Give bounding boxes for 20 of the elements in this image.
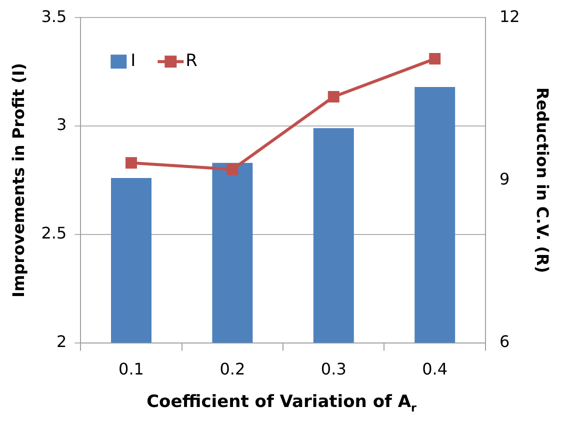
y-tick-label: 2.5 — [41, 224, 67, 243]
point — [429, 53, 441, 65]
x-tick-label: 0.2 — [220, 360, 246, 379]
y2-tick-label: 9 — [499, 169, 510, 188]
point — [226, 164, 238, 176]
legend-label: I — [130, 51, 136, 72]
y-axis-title: Improvements in Profit (I) — [8, 62, 28, 298]
x-axis-title: Coefficient of Variation of A$_{r}$ — [146, 392, 418, 414]
y2-tick-label: 12 — [499, 6, 520, 26]
y-tick-label: 2 — [56, 332, 67, 351]
x-tick-label: 0.4 — [422, 360, 448, 379]
point — [328, 90, 340, 102]
x-tick-label: 0.3 — [320, 360, 346, 379]
y-tick-label: 3 — [56, 115, 67, 134]
legend-label: R — [186, 51, 198, 72]
y-tick-label: 3.5 — [41, 6, 67, 26]
y2-axis-title: Reduction in C.V. (R) — [533, 87, 552, 274]
x-tick-label: 0.1 — [118, 360, 144, 379]
point — [126, 157, 137, 169]
y2-tick-label: 6 — [499, 332, 510, 351]
